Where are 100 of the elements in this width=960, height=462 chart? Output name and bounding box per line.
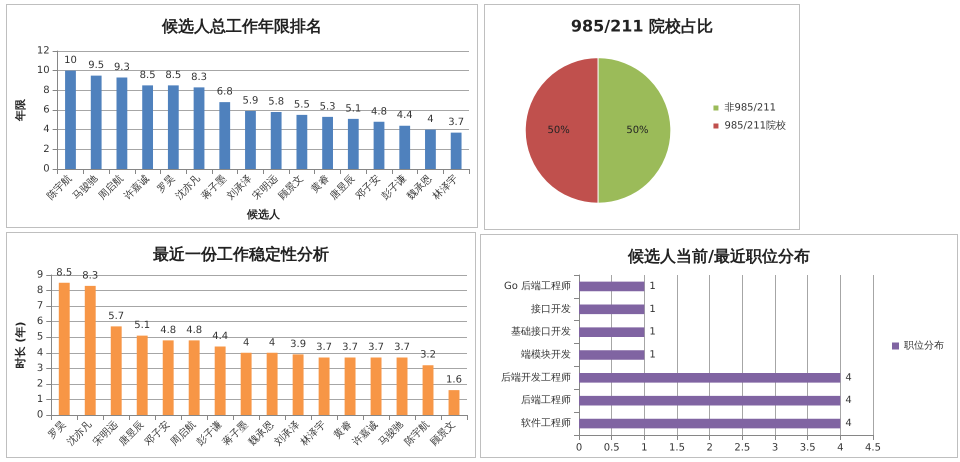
data-label: 3.7: [316, 342, 332, 353]
bar: [292, 354, 304, 415]
x-tick-label: 4: [837, 442, 844, 454]
data-label: 4: [845, 395, 852, 406]
bar: [296, 114, 308, 169]
y-tick-label: 基础接口开发: [511, 326, 571, 338]
bar: [399, 126, 410, 169]
bar: [270, 112, 282, 169]
data-label: 4.8: [186, 324, 202, 336]
x-tick-label: 0: [576, 442, 582, 454]
data-label: 4.4: [396, 110, 413, 122]
x-tick-label: 2.5: [734, 442, 750, 454]
bar: [425, 130, 436, 169]
bar: [219, 102, 230, 169]
y-tick-label: 2: [43, 144, 50, 155]
bar: [162, 340, 174, 415]
bar: [245, 110, 256, 169]
data-label: 5.8: [268, 96, 284, 108]
y-tick-label: 0: [43, 164, 50, 174]
y-tick-label: 端模块开发: [521, 348, 571, 360]
bar: [422, 365, 434, 415]
data-label: 4.4: [212, 331, 228, 342]
bar: [450, 132, 462, 169]
data-label: 9.3: [114, 62, 130, 74]
y-tick-label: 4: [36, 347, 44, 358]
bar: [370, 357, 382, 415]
x-tick-label: 3.5: [800, 442, 816, 454]
x-tick-label: 1.5: [669, 442, 685, 454]
data-label: 50%: [548, 124, 570, 136]
y-tick-label: 接口开发: [531, 302, 571, 315]
data-label: 1: [649, 326, 656, 338]
bar: [214, 346, 226, 415]
bar: [322, 116, 333, 169]
bar: [168, 85, 179, 169]
bar: [374, 122, 384, 169]
x-tick-label: 0.5: [604, 442, 620, 454]
data-label: 3.7: [448, 117, 464, 128]
chart-title: 985/211 院校占比: [570, 16, 714, 36]
data-label: 4.8: [371, 106, 387, 118]
data-label: 5.5: [294, 99, 310, 110]
data-label: 4: [242, 337, 250, 348]
legend-label: 职位分布: [904, 340, 944, 352]
chart-title: 最近一份工作稳定性分析: [152, 244, 329, 264]
legend-label: 985/211院校: [724, 120, 786, 132]
legend-label: 非985/211: [724, 102, 776, 114]
y-tick-label: 后端工程师: [521, 394, 571, 406]
data-label: 4: [845, 372, 852, 384]
y-tick-label: 1: [36, 394, 44, 405]
data-label: 5.9: [242, 95, 258, 106]
bar: [116, 78, 128, 169]
bar: [90, 76, 102, 169]
x-tick-label: 顾景文: [428, 418, 458, 448]
data-label: 3.7: [368, 342, 384, 353]
data-label: 5.7: [108, 310, 124, 322]
data-label: 8.5: [165, 70, 182, 81]
y-tick-label: 9: [36, 270, 44, 280]
y-tick-label: 后端开发工程师: [501, 371, 571, 384]
x-tick-label: 林泽宇: [298, 418, 328, 449]
bar: [110, 326, 122, 415]
x-tick-label: 4.5: [865, 442, 881, 454]
y-tick-label: 7: [36, 300, 44, 312]
data-label: 5.3: [320, 101, 336, 112]
bar: [266, 352, 278, 415]
y-tick-label: 2: [36, 378, 44, 390]
y-axis-title: 年限: [14, 98, 27, 122]
y-tick-label: 10: [36, 65, 50, 76]
chart-title: 候选人当前/最近职位分布: [627, 246, 810, 266]
y-tick-label: 8: [43, 84, 50, 96]
data-label: 8.3: [82, 270, 98, 282]
bar: [194, 87, 204, 169]
data-label: 50%: [626, 124, 649, 136]
y-tick-label: 6: [43, 104, 50, 116]
data-label: 3.2: [420, 350, 436, 361]
y-tick-label: 5: [36, 332, 44, 343]
y-tick-label: 12: [36, 46, 50, 56]
data-label: 10: [64, 55, 77, 66]
data-label: 4: [268, 337, 276, 348]
data-label: 8.5: [140, 70, 156, 81]
data-label: 8.3: [191, 72, 207, 83]
bar: [240, 352, 252, 415]
bar: [188, 340, 200, 415]
y-tick-label: 6: [36, 316, 44, 328]
data-label: 1: [649, 280, 656, 292]
bar: [142, 85, 154, 169]
bar: [344, 357, 356, 415]
data-label: 5.1: [134, 320, 150, 332]
bar: [348, 118, 359, 169]
x-tick-label: 1: [641, 442, 648, 454]
data-label: 1.6: [446, 374, 462, 386]
x-tick-label: 2: [706, 442, 713, 454]
data-label: 4: [427, 114, 434, 126]
x-tick-label: 黄睿: [308, 172, 332, 196]
y-tick-label: 软件工程师: [521, 417, 571, 430]
bar: [136, 336, 148, 415]
data-label: 9.5: [88, 60, 104, 72]
bar: [65, 70, 76, 169]
x-tick-label: 3: [772, 442, 778, 454]
x-axis-title: 候选人: [246, 208, 281, 221]
data-label: 8.5: [56, 267, 72, 278]
data-label: 1: [649, 350, 656, 360]
